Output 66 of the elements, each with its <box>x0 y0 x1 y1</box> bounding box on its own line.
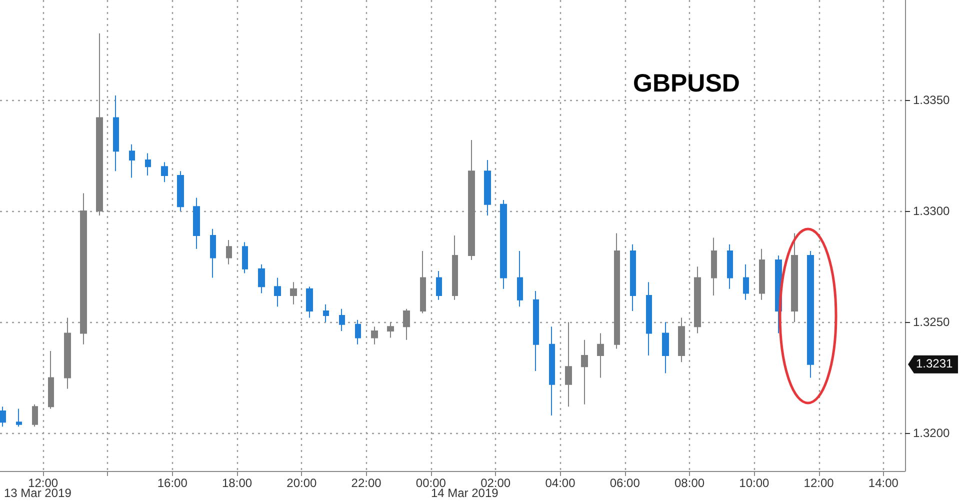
candlestick <box>64 317 71 390</box>
candlestick <box>48 350 54 410</box>
x-tick-label: 18:00 <box>222 476 252 490</box>
candlestick <box>678 317 685 363</box>
candlestick <box>113 95 119 172</box>
candlestick <box>484 159 491 216</box>
candlestick <box>500 199 507 290</box>
candlestick <box>597 332 604 378</box>
candlestick <box>210 228 216 278</box>
candlestick <box>694 266 701 334</box>
candlestick <box>306 286 313 318</box>
candlestick <box>630 244 636 312</box>
candlestick <box>323 304 329 323</box>
candlestick <box>614 232 620 350</box>
candlestick <box>274 277 281 308</box>
text: GBPUSD <box>633 70 740 98</box>
y-tick-label: 1.3250 <box>913 315 950 330</box>
candlestick <box>468 139 475 260</box>
candlestick <box>339 308 345 332</box>
text: 1.3231 <box>916 356 954 370</box>
candlestick <box>177 170 184 212</box>
candlestick <box>517 250 523 308</box>
y-tick-label: 1.3200 <box>913 426 950 440</box>
candlestick <box>290 282 297 305</box>
x-tick-label: 20:00 <box>286 476 318 490</box>
candlestick <box>565 322 572 408</box>
x-tick-label: 14:00 <box>868 476 899 490</box>
candlestick <box>16 408 22 428</box>
candlestick <box>0 406 6 428</box>
y-tick-label: 1.3350 <box>913 92 950 107</box>
candlestick <box>371 326 378 345</box>
candlestick <box>258 264 265 294</box>
candlestick <box>403 308 410 340</box>
candlestick <box>807 250 814 378</box>
candlestick <box>743 264 749 300</box>
candlestick <box>646 282 652 356</box>
x-tick-label: 22:00 <box>351 476 382 490</box>
candlestick <box>129 144 135 178</box>
candlestick <box>759 248 765 300</box>
candlestick <box>452 235 458 300</box>
candlestick <box>161 162 168 183</box>
candlestick <box>791 232 798 323</box>
candlestick <box>420 250 426 314</box>
candlestick <box>436 270 442 300</box>
candlestick <box>662 322 669 374</box>
candlestick <box>387 322 394 338</box>
candlestick <box>96 32 103 216</box>
x-tick-label: 08:00 <box>674 476 705 490</box>
candlestick <box>226 239 232 265</box>
candlestick <box>32 404 38 428</box>
x-tick-label: 06:00 <box>610 476 640 490</box>
candlestick <box>193 197 200 250</box>
x-tick-label: 16:00 <box>157 476 188 490</box>
candlestick <box>533 290 539 372</box>
x-tick-label: 04:00 <box>545 476 576 490</box>
y-tick-label: 1.3300 <box>913 204 950 218</box>
candlestick <box>581 339 588 405</box>
candlestick <box>711 237 717 296</box>
candlestick <box>727 244 733 290</box>
candlestick <box>145 152 151 176</box>
candlestick <box>549 326 555 416</box>
candlestick <box>355 319 361 345</box>
candlestick <box>242 242 248 274</box>
x-tick-label: 12:00 <box>804 476 834 490</box>
candlestick <box>80 192 87 345</box>
x-tick-label: 10:00 <box>739 476 770 490</box>
